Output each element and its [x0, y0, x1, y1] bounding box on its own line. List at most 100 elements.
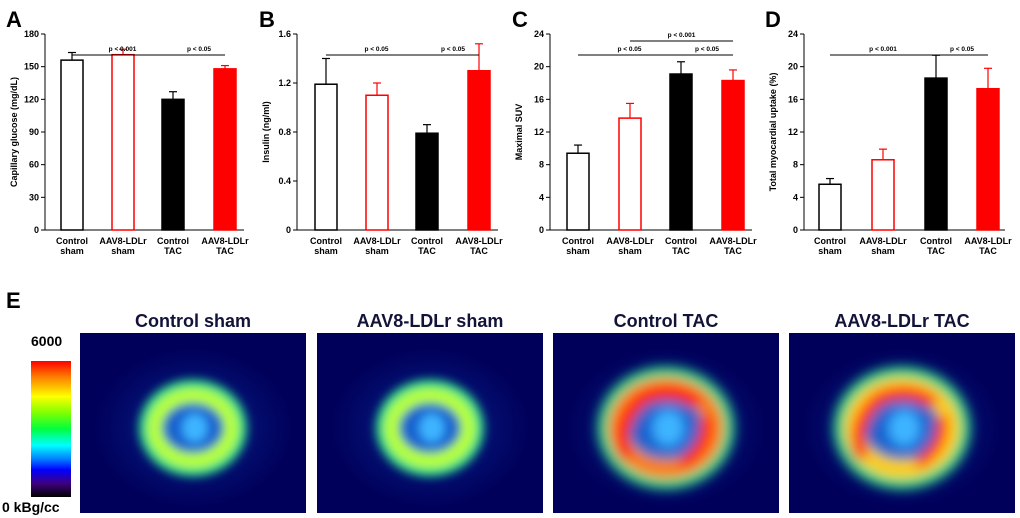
category-label: TAC [418, 246, 436, 256]
p-value-label: p < 0.05 [187, 46, 211, 53]
pet-image-control-tac [553, 333, 779, 513]
y-tick-label: 8 [793, 160, 798, 170]
y-tick-label: 0.4 [278, 176, 291, 186]
category-label: sham [60, 246, 84, 256]
bar [60, 59, 84, 231]
p-value-label: p < 0.001 [668, 32, 696, 39]
category-label: AAV8-LDLr [455, 236, 503, 246]
pet-image-control-sham [80, 333, 306, 513]
category-label: TAC [724, 246, 742, 256]
category-label: AAV8-LDLr [964, 236, 1012, 246]
category-label: TAC [979, 246, 997, 256]
pet-title-1: Control sham [134, 311, 251, 331]
p-value-label: p < 0.05 [950, 46, 974, 53]
p-value-label: p < 0.05 [441, 46, 465, 53]
panel-d: D 0 4 8 12 16 20 24 Total myocardial uptake (%) C… [765, 7, 1012, 256]
pet-title-2: AAV8-LDLr sham [356, 311, 504, 331]
category-label: sham [618, 246, 642, 256]
category-label: sham [314, 246, 338, 256]
bar [365, 94, 389, 231]
bar [976, 87, 1000, 231]
category-label: sham [365, 246, 389, 256]
y-tick-label: 0.8 [278, 127, 291, 137]
category-label: Control [665, 236, 697, 246]
y-tick-label: 120 [24, 94, 39, 104]
pet-cavity [418, 412, 446, 444]
category-label: AAV8-LDLr [859, 236, 907, 246]
panel-letter-e: E [6, 288, 21, 313]
pet-heart [375, 379, 485, 477]
y-tick-label: 24 [788, 29, 798, 39]
y-tick-label: 16 [534, 94, 544, 104]
category-label: Control [814, 236, 846, 246]
y-tick-label: 4 [793, 192, 798, 202]
y-tick-label: 60 [29, 160, 39, 170]
panel-letter-d: D [765, 7, 781, 32]
pet-heart [833, 366, 971, 490]
category-label: TAC [927, 246, 945, 256]
pet-heart [597, 366, 735, 490]
p-value-label: p < 0.05 [695, 46, 719, 53]
colorbar-max-label: 6000 [31, 333, 63, 349]
bar [314, 83, 338, 231]
category-label: AAV8-LDLr [606, 236, 654, 246]
category-label: Control [920, 236, 952, 246]
y-axis-title: Total myocardial uptake (%) [768, 73, 778, 192]
p-value-label: p < 0.05 [364, 46, 388, 53]
pet-hotspot [677, 414, 712, 470]
pet-hotspot [615, 386, 703, 461]
y-tick-label: 90 [29, 127, 39, 137]
category-label: AAV8-LDLr [353, 236, 401, 246]
p-value-label: p < 0.001 [109, 46, 137, 53]
panel-a: A 0 30 60 90 120 150 180 Capillary glucose (mg/d… [6, 7, 249, 256]
y-tick-label: 180 [24, 29, 39, 39]
bar [669, 73, 693, 231]
pet-title-3: Control TAC [613, 311, 719, 331]
colorbar [31, 361, 71, 497]
bar [161, 98, 185, 231]
pet-image-aav8-ldlr-sham [317, 333, 543, 513]
category-label: AAV8-LDLr [99, 236, 147, 246]
panel-letter-a: A [6, 7, 22, 32]
y-tick-label: 8 [539, 160, 544, 170]
y-tick-label: 0 [286, 225, 291, 235]
bar [871, 159, 895, 231]
bar [111, 53, 135, 231]
y-tick-label: 4 [539, 192, 544, 202]
pet-heart [138, 379, 248, 477]
y-tick-label: 0 [793, 225, 798, 235]
panel-letter-b: B [259, 7, 275, 32]
y-axis-title: Capillary glucose (mg/dL) [9, 77, 19, 187]
panel-letter-c: C [512, 7, 528, 32]
y-tick-label: 12 [788, 127, 798, 137]
pet-cavity [887, 408, 922, 448]
bar [213, 68, 237, 231]
y-axis-title: Maximal SUV [514, 104, 524, 161]
y-tick-label: 30 [29, 192, 39, 202]
bar [566, 152, 590, 231]
y-tick-label: 1.2 [278, 78, 291, 88]
category-label: sham [111, 246, 135, 256]
y-tick-label: 20 [788, 62, 798, 72]
category-label: TAC [470, 246, 488, 256]
y-tick-label: 1.6 [278, 29, 291, 39]
y-tick-label: 16 [788, 94, 798, 104]
bar [618, 117, 642, 231]
category-label: TAC [216, 246, 234, 256]
pet-myocardium [147, 388, 239, 468]
category-label: Control [157, 236, 189, 246]
colorbar-min-label: 0 kBg/cc [2, 499, 60, 515]
category-label: sham [566, 246, 590, 256]
p-value-label: p < 0.001 [869, 46, 897, 53]
bar [467, 70, 491, 231]
category-label: Control [411, 236, 443, 246]
y-tick-label: 12 [534, 127, 544, 137]
bar [818, 183, 842, 231]
category-label: sham [871, 246, 895, 256]
pet-cavity [181, 412, 209, 444]
bar [721, 79, 745, 231]
pet-image-aav8-ldlr-tac [789, 333, 1015, 513]
